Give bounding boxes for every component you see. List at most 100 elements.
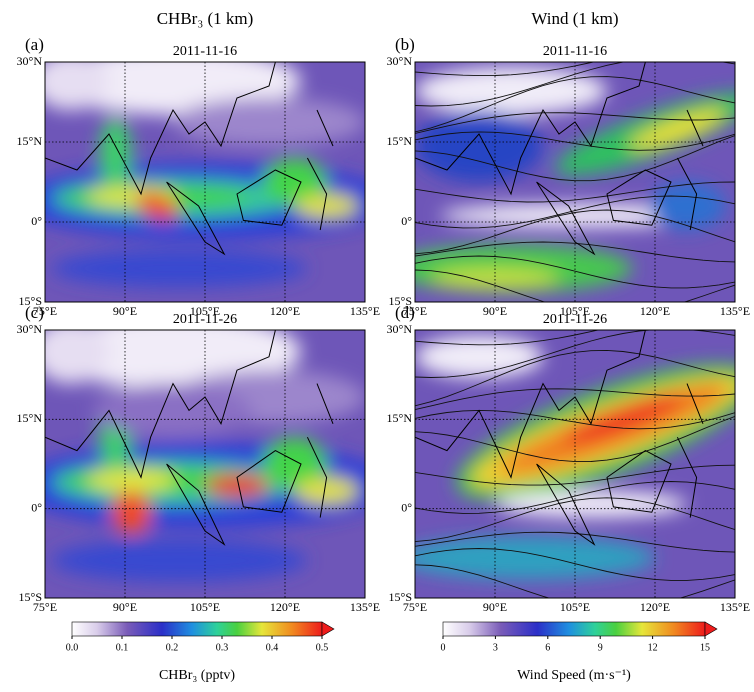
panel-date: 2011-11-26 [543,312,607,327]
field-blob [173,98,365,146]
lon-tick-label: 135°E [720,600,750,614]
lat-tick-label: 15°S [19,590,42,604]
lon-tick-label: 75°E [33,600,57,614]
column-title: CHBr₃ (1 km) [157,9,254,28]
colorbar-tick-label: 6 [545,642,550,653]
panel-label: (d) [395,303,415,322]
lat-tick-label: 15°N [17,411,43,425]
field-blob [648,182,726,230]
coastline [45,62,276,196]
blobs [415,335,735,580]
lon-tick-label: 135°E [350,600,380,614]
streamline [415,415,735,463]
lat-tick-label: 0° [401,214,412,228]
coastline [415,330,646,479]
lat-tick-label: 30°N [17,322,43,336]
panel-frame [44,329,366,599]
coastline [166,109,334,256]
map-panel [44,61,366,303]
colorbar [71,621,323,637]
colorbar-tick-label: 0.2 [166,642,179,653]
colorbar-tick-label: 9 [598,642,603,653]
field-blob [205,474,269,497]
colorbar-title: Wind Speed (m·s⁻¹) [517,668,631,683]
lat-tick-label: 30°N [387,322,413,336]
colorbar-tick-label: 0.0 [66,642,79,653]
streamline [415,241,735,263]
coastline [415,62,646,196]
lat-tick-label: 15°N [387,411,413,425]
field-blob [99,117,132,190]
field-blob [440,203,710,228]
colorbar-tick-label: 15 [700,642,710,653]
streamline [415,135,735,182]
lon-tick-label: 90°E [113,600,137,614]
colorbar-tick-label: 0.4 [266,642,279,653]
lon-tick-label: 120°E [640,600,670,614]
field-blob [51,249,308,288]
streamline [415,330,735,378]
panel-date: 2011-11-26 [173,312,237,327]
streamline [415,497,735,543]
streamline [415,255,735,289]
lon-tick-label: 135°E [350,304,380,318]
field-blob [629,109,726,149]
streamline [415,388,735,411]
colorbar-arrow [321,621,335,637]
lon-tick-label: 75°E [403,600,427,614]
lon-tick-label: 120°E [270,304,300,318]
field-blob [262,158,327,206]
field-blob [431,268,559,288]
lat-tick-label: 15°N [387,134,413,148]
field [415,330,735,598]
colorbar-tick-label: 3 [493,642,498,653]
field-blob [51,539,308,582]
panel-frame [414,61,736,303]
lon-tick-label: 105°E [190,304,220,318]
map-panel [414,61,736,303]
coastline [166,383,334,546]
streamline [415,464,735,486]
field-blob [112,490,151,534]
colorbar-title: CHBr₃ (pptv) [159,668,235,683]
streamline [415,76,735,133]
panel-date: 2011-11-16 [173,44,237,59]
field [45,62,365,302]
colorbar-tick-label: 0.1 [116,642,129,653]
lon-tick-label: 90°E [483,304,507,318]
map-panel [414,329,736,599]
coastline [536,383,704,546]
column-title: Wind (1 km) [531,9,618,28]
panel-label: (c) [25,303,44,322]
lat-tick-label: 0° [401,500,412,514]
lat-tick-label: 30°N [17,54,43,68]
colorbar-arrow [704,621,718,637]
panel-date: 2011-11-16 [543,44,607,59]
colorbar [442,621,706,637]
lon-tick-label: 75°E [403,304,427,318]
lon-tick-label: 135°E [720,304,750,318]
field-blob [294,194,359,218]
field-blob [415,110,543,182]
lat-tick-label: 15°S [19,294,42,308]
streamline [415,195,735,229]
lon-tick-label: 120°E [640,304,670,318]
field-blob [135,192,179,220]
coastline [45,330,276,479]
field-blob [93,383,253,438]
lon-tick-label: 105°E [560,304,590,318]
field-blob [415,66,607,115]
streamline [415,548,735,581]
lon-tick-label: 105°E [190,600,220,614]
field-blob [45,330,109,384]
lon-tick-label: 75°E [33,304,57,318]
field [415,62,735,302]
colorbar-tick-label: 0.3 [216,642,229,653]
lon-tick-label: 105°E [560,600,590,614]
field [45,330,365,598]
panel-frame [414,329,736,599]
field-blob [415,335,543,379]
colorbar-tick-label: 0 [441,642,446,653]
lat-tick-label: 15°S [389,590,412,604]
field-blob [86,469,177,491]
